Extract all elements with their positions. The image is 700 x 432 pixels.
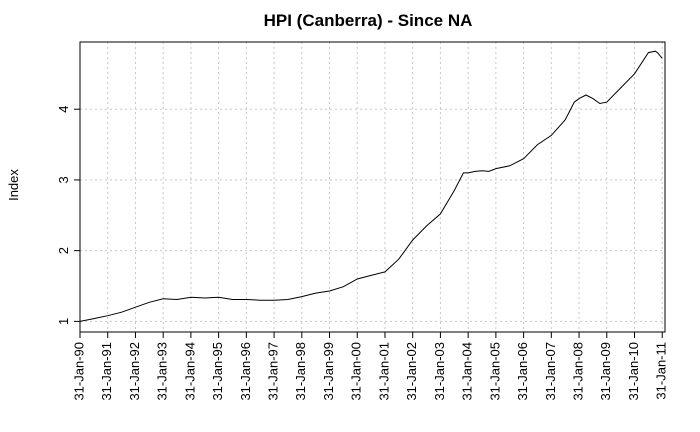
x-tick-label: 31-Jan-96 [238, 342, 253, 401]
series-layer [79, 50, 663, 322]
y-tick-label: 1 [56, 318, 71, 325]
x-tick-label: 31-Jan-93 [155, 342, 170, 401]
y-tick-label: 2 [56, 247, 71, 254]
x-tick-label: 31-Jan-91 [99, 342, 114, 401]
x-tick-label: 31-Jan-97 [266, 342, 281, 401]
axes: 1 2 3 4 31-Jan-90 31-Jan-91 31-Jan-92 31-Jan-93… [56, 106, 669, 401]
x-tick-label: 31-Jan-07 [543, 342, 558, 401]
x-tick-label: 31-Jan-98 [293, 342, 308, 401]
x-tick-label: 31-Jan-95 [210, 342, 225, 401]
grid-lines [79, 42, 665, 332]
x-tick-label: 31-Jan-11 [654, 342, 669, 400]
x-tick-label: 31-Jan-08 [570, 342, 585, 401]
hpi-series-line [79, 50, 663, 322]
x-tick-label: 31-Jan-01 [376, 342, 391, 401]
y-tick-label: 3 [56, 176, 71, 183]
x-tick-label: 31-Jan-03 [432, 342, 447, 401]
x-tick-label: 31-Jan-10 [626, 342, 641, 401]
x-tick-label: 31-Jan-92 [127, 342, 142, 401]
x-tick-label: 31-Jan-09 [598, 342, 613, 401]
x-tick-label: 31-Jan-06 [515, 342, 530, 401]
x-tick-label: 31-Jan-02 [404, 342, 419, 401]
y-axis-label: Index [6, 169, 21, 201]
x-tick-label: 31-Jan-04 [460, 342, 475, 401]
y-tick-label: 4 [56, 106, 71, 113]
x-tick-label: 31-Jan-99 [321, 342, 336, 401]
x-tick-label: 31-Jan-90 [71, 342, 86, 401]
plot-frame [79, 41, 666, 333]
x-tick-label: 31-Jan-00 [349, 342, 364, 401]
x-tick-label: 31-Jan-94 [182, 342, 197, 401]
chart-title: HPI (Canberra) - Since NA [264, 11, 473, 30]
x-tick-label: 31-Jan-05 [487, 342, 502, 401]
